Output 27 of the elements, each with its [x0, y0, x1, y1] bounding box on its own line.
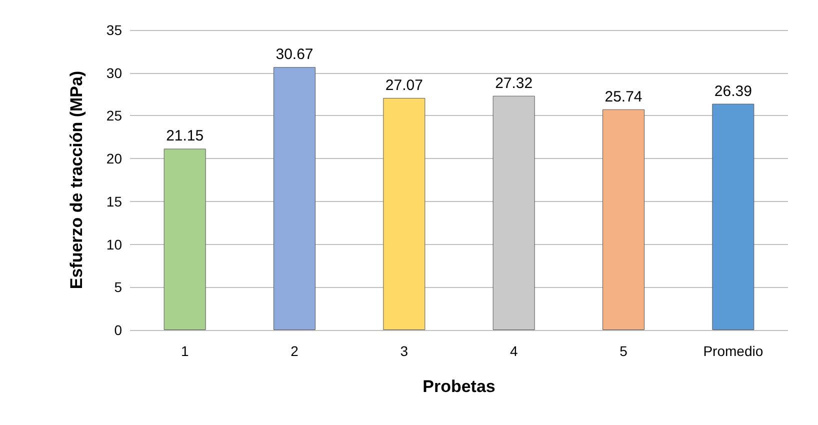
x-tick-label: Promedio [703, 343, 764, 359]
bar [274, 67, 316, 330]
x-tick-label: 2 [290, 343, 299, 359]
y-tick-label: 30 [106, 64, 122, 81]
y-tick-label: 15 [106, 193, 122, 210]
x-tick-label: 4 [510, 343, 518, 359]
y-tick-label: 35 [106, 22, 122, 38]
x-tick-label: 1 [180, 343, 189, 359]
bar [712, 104, 754, 330]
data-label: 27.07 [385, 76, 423, 94]
data-label: 30.67 [276, 46, 314, 64]
y-tick-label: 20 [106, 150, 122, 167]
data-label: 21.15 [166, 128, 204, 145]
y-tick-label: 25 [106, 108, 122, 124]
data-label: 27.32 [495, 74, 533, 92]
y-tick-label: 5 [114, 279, 122, 296]
x-tick-label: 3 [400, 343, 408, 359]
y-tick-label: 10 [106, 236, 122, 252]
y-tick-label: 0 [114, 322, 122, 338]
bar [602, 109, 644, 330]
data-label: 25.74 [604, 88, 642, 106]
y-axis-title: Esfuerzo de tracción (MPa) [67, 70, 86, 290]
bar [164, 148, 206, 330]
data-label: 26.39 [714, 82, 752, 100]
x-tick-label: 5 [620, 343, 628, 359]
x-axis-title: Probetas [422, 377, 496, 396]
bar [383, 98, 426, 330]
